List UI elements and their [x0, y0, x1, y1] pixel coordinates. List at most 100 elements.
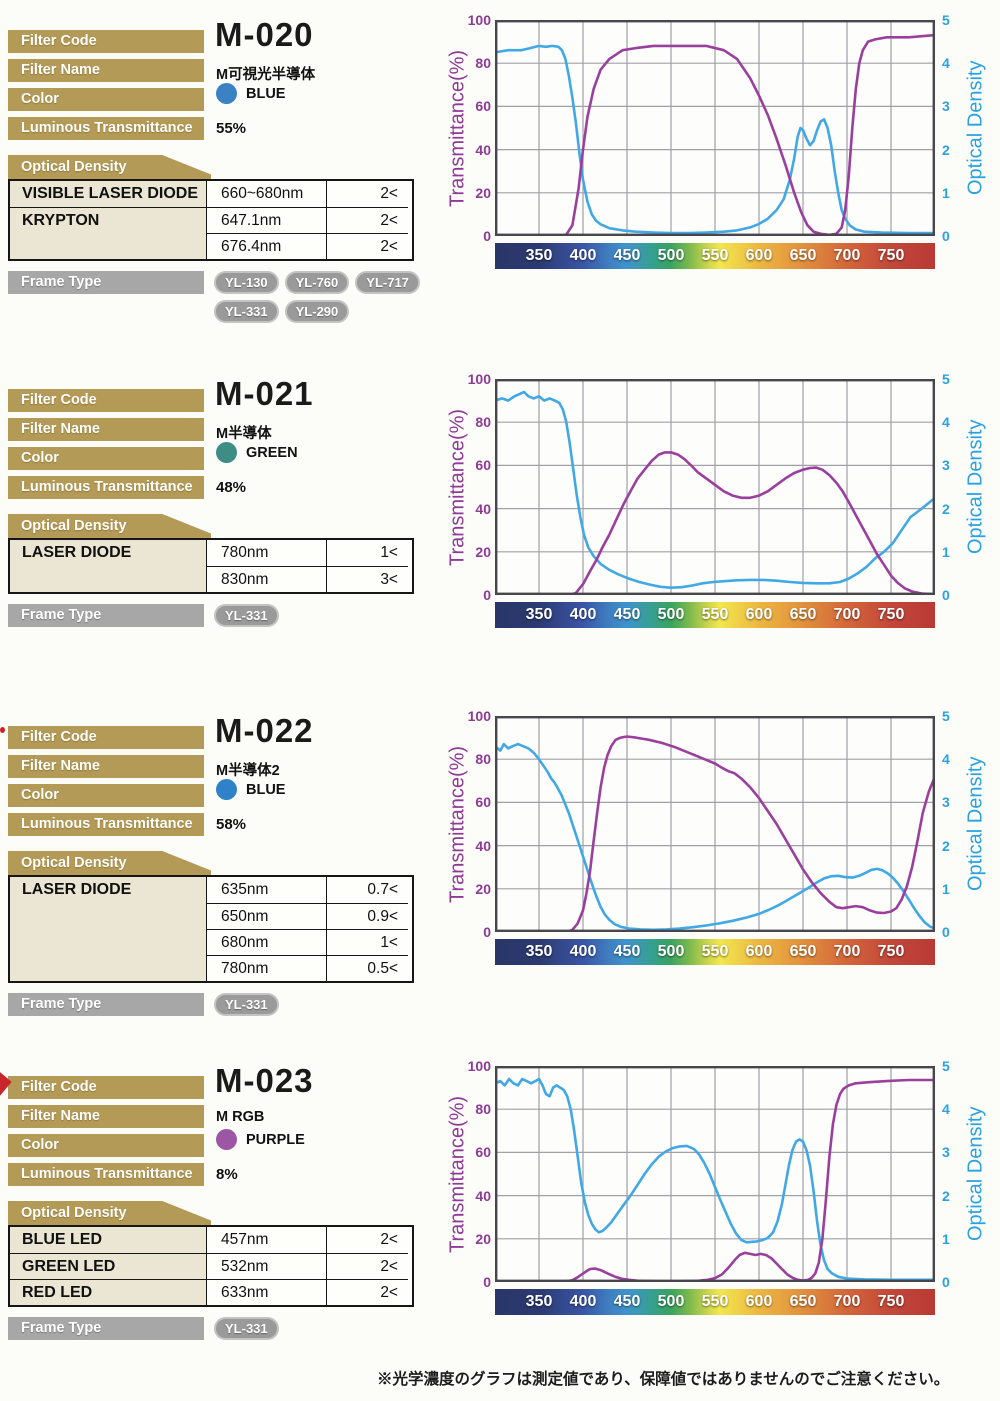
frame-type-label: Frame Type: [8, 993, 204, 1016]
od-wavelength: 680nm: [207, 929, 327, 955]
filter-name-value: M半導体: [216, 426, 272, 442]
transmittance-axis-ticks: 0 20 40 60 80 100: [467, 12, 493, 244]
filter-code-label: Filter Code: [8, 1076, 204, 1099]
optical-density-axis-ticks: 0 1 2 3 4 5: [940, 371, 958, 603]
filter-code-label: Filter Code: [8, 726, 204, 749]
optical-density-table: LASER DIODE 780nm 1< 830nm 3<: [8, 538, 414, 594]
right-tick: 1: [942, 543, 950, 560]
right-tick: 2: [942, 500, 950, 517]
od-application: BLUE LED: [10, 1227, 207, 1253]
spectral-chart: Transmittance(%) 0 20 40 60 80 100 0 1 2 3 4 5 Opt…: [447, 708, 1000, 974]
left-tick: 60: [475, 98, 491, 115]
color-name: GREEN: [246, 444, 298, 461]
color-label: Color: [8, 447, 204, 470]
od-value: 2<: [327, 1253, 408, 1279]
od-value: 3<: [327, 566, 408, 592]
optical-density-table: LASER DIODE 635nm 0.7< 650nm 0.9< 680nm 1< 780n…: [8, 875, 414, 983]
luminous-transmittance-value: 58%: [216, 816, 247, 833]
wavelength-tick: 500: [657, 247, 685, 264]
right-tick: 2: [942, 1187, 950, 1204]
color-swatch: [216, 442, 237, 463]
wavelength-tick: 500: [657, 606, 685, 623]
frame-type-badge: YL-760: [284, 271, 350, 294]
wavelength-tick: 650: [789, 943, 817, 960]
right-tick: 3: [942, 98, 950, 115]
transmittance-axis-label: Transmittance(%): [446, 49, 469, 207]
frame-type-badges: YL-331: [214, 993, 456, 1016]
transmittance-axis-label: Transmittance(%): [446, 1095, 469, 1253]
wavelength-tick: 350: [525, 943, 553, 960]
color-label: Color: [8, 1134, 204, 1157]
left-tick: 60: [475, 1144, 491, 1161]
left-tick: 40: [475, 141, 491, 158]
od-wavelength: 780nm: [207, 540, 327, 566]
wavelength-tick: 750: [877, 247, 905, 264]
spectral-chart: Transmittance(%) 0 20 40 60 80 100 0 1 2 3 4 5 Opt…: [447, 1058, 1000, 1324]
right-tick: 2: [942, 837, 950, 854]
luminous-transmittance-label: Luminous Transmittance: [8, 476, 204, 499]
luminous-transmittance-value: 48%: [216, 479, 247, 496]
wavelength-tick: 550: [701, 943, 729, 960]
filter-name-value: M半導体2: [216, 763, 280, 779]
frame-type-badge: YL-331: [214, 1317, 279, 1340]
chart-plot: [495, 1066, 935, 1282]
od-application: VISIBLE LASER DIODE: [10, 181, 207, 207]
wavelength-spectrum-axis: 350 400 450 500 550 600 650 700 750: [495, 939, 935, 965]
wavelength-tick: 350: [525, 247, 553, 264]
frame-type-badges: YL-130 YL-760 YL-717 YL-331 YL-290: [214, 271, 456, 323]
od-wavelength: 780nm: [207, 955, 327, 981]
optical-density-header: Optical Density: [8, 514, 211, 539]
od-application: RED LED: [10, 1279, 207, 1305]
od-wavelength: 532nm: [207, 1253, 327, 1279]
left-tick: 100: [467, 371, 491, 387]
frame-type-badge: YL-130: [214, 271, 279, 294]
wavelength-tick: 500: [657, 943, 685, 960]
wavelength-tick: 550: [701, 606, 729, 623]
color-name: BLUE: [246, 85, 286, 102]
left-tick: 40: [475, 500, 491, 517]
wavelength-tick: 550: [701, 247, 729, 264]
print-mark-small: [0, 727, 5, 733]
frame-type-label: Frame Type: [8, 1317, 204, 1340]
luminous-transmittance-value: 55%: [216, 120, 247, 137]
right-tick: 0: [942, 228, 950, 244]
transmittance-axis-label: Transmittance(%): [446, 408, 469, 566]
right-tick: 4: [942, 1101, 950, 1118]
left-tick: 60: [475, 794, 491, 811]
right-tick: 5: [942, 708, 950, 724]
right-tick: 0: [942, 587, 950, 603]
od-wavelength: 635nm: [207, 877, 327, 903]
right-tick: 5: [942, 371, 950, 387]
left-tick: 80: [475, 55, 491, 72]
right-tick: 1: [942, 1230, 950, 1247]
optical-density-axis-ticks: 0 1 2 3 4 5: [940, 708, 958, 940]
od-application: GREEN LED: [10, 1253, 207, 1279]
color-swatch: [216, 779, 237, 800]
frame-type-badges: YL-331: [214, 604, 456, 627]
filter-name-value: M RGB: [216, 1109, 265, 1125]
right-tick: 5: [942, 12, 950, 28]
od-value: 2<: [380, 1231, 398, 1248]
frame-type-badges: YL-331: [214, 1317, 456, 1340]
wavelength-tick: 450: [613, 943, 641, 960]
od-value: 0.9<: [327, 903, 408, 929]
od-application: LASER DIODE: [10, 877, 207, 981]
frame-type-badge: YL-331: [214, 300, 279, 323]
wavelength-spectrum-axis: 350 400 450 500 550 600 650 700 750: [495, 243, 935, 269]
transmittance-axis-ticks: 0 20 40 60 80 100: [467, 1058, 493, 1290]
wavelength-tick: 600: [745, 1293, 773, 1310]
wavelength-tick: 450: [613, 606, 641, 623]
luminous-transmittance-value: 8%: [216, 1166, 238, 1183]
optical-density-axis-ticks: 0 1 2 3 4 5: [940, 12, 958, 244]
transmittance-axis-ticks: 0 20 40 60 80 100: [467, 371, 493, 603]
wavelength-tick: 650: [789, 606, 817, 623]
wavelength-spectrum-axis: 350 400 450 500 550 600 650 700 750: [495, 602, 935, 628]
wavelength-tick: 350: [525, 606, 553, 623]
right-tick: 2: [942, 141, 950, 158]
right-tick: 3: [942, 794, 950, 811]
wavelength-tick: 750: [877, 1293, 905, 1310]
od-wavelength: 650nm: [207, 903, 327, 929]
od-application: LASER DIODE: [10, 540, 207, 592]
od-wavelength: 647.1nm: [207, 207, 327, 233]
wavelength-tick: 400: [569, 943, 597, 960]
